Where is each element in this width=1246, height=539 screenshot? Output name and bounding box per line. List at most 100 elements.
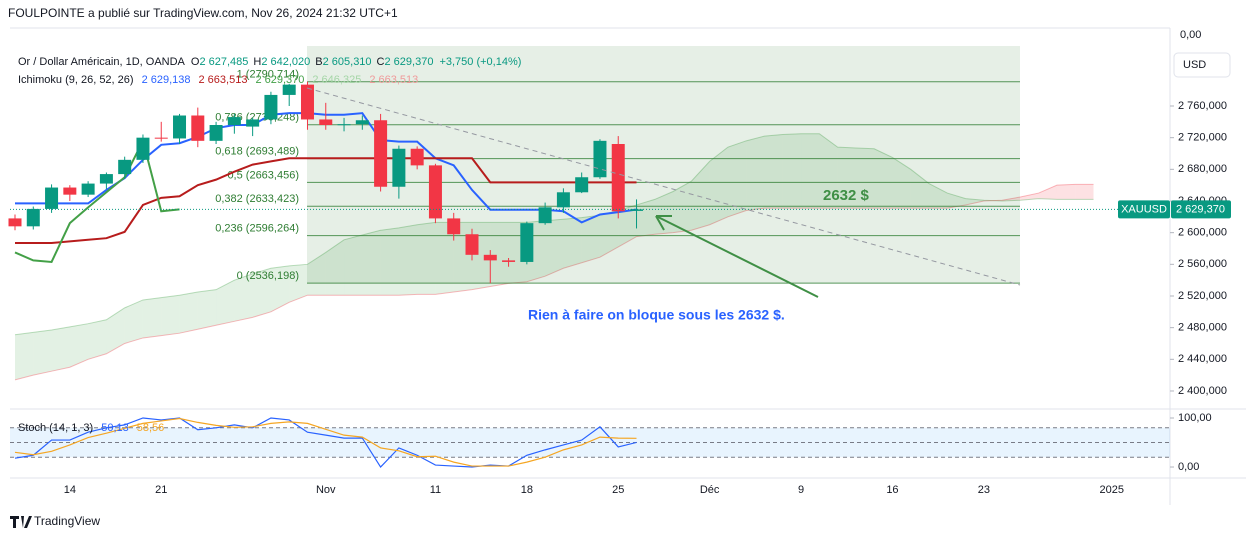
currency-button[interactable] [1173, 52, 1231, 78]
candle-body [63, 187, 77, 195]
cloud-fill [234, 273, 253, 322]
cloud-fill [179, 292, 198, 334]
candle-body [81, 183, 95, 195]
cloud-fill [1002, 197, 1021, 201]
y-tick-label: 2 480,000 [1178, 322, 1227, 334]
fib-label: 1 (2790,714) [237, 69, 299, 81]
comment-annotation: Rien à faire on bloque sous les 2632 $. [528, 307, 785, 323]
legend-value: 2 627,485 [199, 56, 248, 68]
cloud-fill [69, 323, 89, 368]
stoch-line [14, 417, 637, 467]
candle-body [410, 148, 424, 166]
cloud-fill [15, 332, 34, 380]
legend-value: 2 663,513 [199, 74, 248, 86]
cloud-fill [307, 252, 326, 296]
legend-ichimoku-name: Ichimoku (9, 26, 52, 26) [18, 74, 134, 86]
cloud-fill [1020, 193, 1039, 201]
trend-line [306, 87, 1021, 286]
x-tick-label: 11 [430, 484, 441, 496]
y-tick-label: 2 720,000 [1178, 132, 1227, 144]
cloud-fill [983, 200, 1003, 201]
price-tag-value: 2 629,370 [1176, 203, 1225, 215]
legend-value: 2 646,325 [312, 74, 361, 86]
cloud-fill [124, 299, 143, 344]
cloud-fill [33, 330, 52, 376]
cloud-fill [673, 181, 692, 233]
cloud-fill [270, 265, 290, 312]
plot: 14 21 Nov 11 18 25 Déc 9 16 23 2025 2 400,000 2 440,… [8, 46, 1231, 496]
stoch-band [10, 427, 1170, 458]
cloud-fill [709, 147, 728, 225]
candle-body [447, 218, 461, 235]
legend-key: B [315, 56, 322, 68]
cloud-fill [325, 239, 345, 296]
candle-body [8, 218, 22, 227]
candle-body [227, 117, 241, 126]
legend-value: 50,13 [101, 422, 129, 434]
cloud-fill [106, 307, 125, 354]
candle-body [575, 177, 589, 193]
legend-value: 2 629,370 [255, 74, 304, 86]
cloud-fill [782, 133, 802, 209]
candle-body [191, 115, 205, 141]
candle-body [264, 94, 278, 120]
legend-value: 58,56 [137, 422, 165, 434]
cloud-fill [563, 217, 582, 269]
cloud-fill [88, 319, 107, 360]
candle-body [593, 140, 607, 178]
y-tick-label: 0,00 [1178, 461, 1199, 473]
candle-body [45, 187, 59, 209]
y-tick-label: 100,00 [1178, 412, 1212, 424]
candle-body [556, 192, 570, 208]
legend-value: 2 663,513 [369, 74, 418, 86]
cloud-fill [51, 326, 70, 372]
fib-label: 0,382 (2633,423) [215, 193, 299, 205]
candle-body [118, 159, 132, 175]
x-tick-label: 25 [612, 484, 624, 496]
y-tick-label: 2 680,000 [1178, 163, 1227, 175]
legend-key: C [377, 56, 385, 68]
x-tick-label: 21 [155, 484, 167, 496]
candle-body [483, 254, 497, 261]
candle-body [173, 115, 187, 139]
legend-stoch: Stoch (14, 1, 3) 50,13 58,56 [18, 422, 164, 434]
candle-body [136, 137, 150, 160]
cloud-fill [435, 222, 454, 295]
candle-body [154, 137, 168, 139]
legend-stoch-name: Stoch (14, 1, 3) [18, 422, 93, 434]
legend-value: 2 629,370 [385, 56, 434, 68]
y-tick-label: 2 520,000 [1178, 290, 1227, 302]
cloud-fill [965, 198, 984, 205]
cloud-fill [252, 268, 271, 318]
candle-body [502, 260, 516, 262]
candle-body [374, 120, 388, 187]
cloud-edge [14, 183, 1094, 381]
legend-ichimoku: Ichimoku (9, 26, 52, 26) 2 629,138 2 663,5… [18, 74, 418, 86]
legend-value: 2 629,138 [142, 74, 191, 86]
cloud-fill [929, 183, 948, 209]
indicator-line [15, 157, 637, 244]
candle-body [520, 223, 534, 262]
cloud-fill [142, 297, 162, 338]
y-tick-label: 2 400,000 [1178, 385, 1227, 397]
y-tick-label: 2 560,000 [1178, 258, 1227, 270]
cloud-fill [581, 215, 600, 263]
cloud-fill [1038, 185, 1057, 200]
price-tag [1171, 200, 1231, 219]
cloud-fill [417, 222, 436, 295]
cloud-fill [801, 133, 820, 209]
x-tick-label: Nov [316, 484, 336, 496]
legend-main: Or / Dollar Américain, 1D, OANDA O2 627,4… [18, 56, 521, 68]
cloud-fill [1075, 184, 1094, 200]
cloud-fill [746, 136, 765, 211]
candle-body [611, 144, 625, 212]
cloud-fill [362, 230, 381, 296]
header-title: FOULPOINTE a publié sur TradingView.com,… [8, 6, 398, 20]
cloud-fill [764, 134, 783, 209]
cloud-fill [161, 295, 180, 336]
candle-body [209, 125, 223, 141]
candle-body [355, 120, 369, 125]
y-tick-label: 2 600,000 [1178, 227, 1227, 239]
x-tick-label: 23 [978, 484, 990, 496]
